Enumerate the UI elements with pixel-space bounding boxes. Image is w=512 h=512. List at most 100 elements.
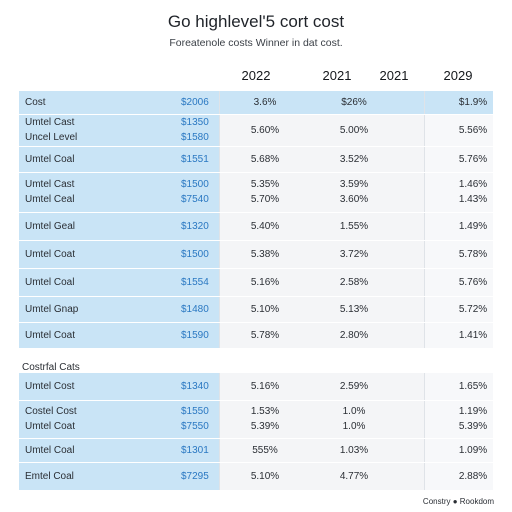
row-label: Cost (25, 96, 46, 108)
page-subtitle: Foreatenole costs Winner in dat cost. (169, 37, 343, 49)
row-label: Umtel Coat (25, 421, 76, 432)
row-price: $1590 (181, 329, 209, 341)
cell-bg (219, 297, 424, 322)
cell-bg (424, 213, 493, 240)
column-divider (424, 297, 425, 322)
table-row: Umtel Coal $1551 5.68% 3.52% 5.76% (19, 147, 493, 173)
table-row: Umtel Coat $1590 5.78% 2.80% 1.41% (19, 323, 493, 349)
row-price: $1500 (181, 179, 209, 190)
column-divider (424, 463, 425, 490)
percent-value: 2.59% (339, 380, 369, 392)
row-label: Umtel Geal (25, 220, 76, 232)
percent-value: 5.56% (458, 124, 488, 136)
row-label: Umtel Cost (25, 380, 75, 392)
row-price: $1301 (181, 444, 209, 456)
row-price: $1551 (181, 153, 209, 165)
table-row: Umtel Geal $1320 5.40% 1.55% 1.49% (19, 213, 493, 241)
percent-value: 5.40% (250, 220, 280, 232)
percent-value: 5.10% (250, 470, 280, 482)
percent-value: 1.43% (458, 194, 488, 205)
cell-bg (424, 91, 493, 114)
cell-bg (219, 241, 424, 268)
table-row: Umtel Coal $1554 5.16% 2.58% 5.76% (19, 269, 493, 297)
year-header: 2029 (443, 68, 473, 83)
cell-bg (424, 241, 493, 268)
table-row: Umtel Coat $1500 5.38% 3.72% 5.78% (19, 241, 493, 269)
percent-value: 2.80% (339, 329, 369, 341)
cell-bg (19, 463, 219, 490)
table-row: Umtel Gnap $1480 5.10% 5.13% 5.72% (19, 297, 493, 323)
table-row: Umtel Cost $1340 5.16% 2.59% 1.65% (19, 373, 493, 401)
cost-table: Cost $2006 3.6% $26% $1.9% Umtel Cast $1350 Unc… (19, 91, 493, 349)
cell-bg (424, 323, 493, 348)
cell-bg (219, 173, 424, 212)
column-divider (219, 297, 220, 322)
percent-value: 1.53% (250, 406, 280, 417)
cell-bg (424, 297, 493, 322)
percent-value: 1.46% (458, 179, 488, 190)
year-header: 2022 (241, 68, 271, 83)
row-price: $7550 (181, 421, 209, 432)
cell-bg (219, 147, 424, 172)
row-price: $7295 (181, 470, 209, 482)
column-divider (219, 463, 220, 490)
percent-value: 1.41% (458, 329, 488, 341)
row-price: $1554 (181, 276, 209, 288)
percent-value: 3.6% (253, 96, 277, 108)
column-divider (219, 401, 220, 438)
row-price: $1580 (181, 132, 209, 143)
column-divider (219, 323, 220, 348)
percent-value: 5.78% (250, 329, 280, 341)
year-header: 2021 (379, 68, 409, 83)
row-label: Umtel Coal (25, 153, 75, 165)
row-label: Umtel Coat (25, 329, 76, 341)
row-price: $1340 (181, 380, 209, 392)
column-divider (219, 147, 220, 172)
row-price: $2006 (181, 96, 209, 108)
column-divider (219, 241, 220, 268)
column-divider (219, 115, 220, 146)
cell-bg (219, 463, 424, 490)
cell-bg (219, 323, 424, 348)
cell-bg (19, 373, 219, 400)
percent-value: 3.52% (339, 153, 369, 165)
percent-value: 5.72% (458, 303, 488, 315)
percent-value: 5.76% (458, 276, 488, 288)
cell-bg (424, 401, 493, 438)
percent-value: 555% (252, 444, 278, 456)
row-price: $1480 (181, 303, 209, 315)
cell-bg (219, 373, 424, 400)
cell-bg (219, 91, 424, 114)
percent-value: 1.0% (342, 406, 366, 417)
percent-value: 1.09% (458, 444, 488, 456)
column-divider (424, 373, 425, 400)
column-divider (219, 439, 220, 462)
percent-value: 3.72% (339, 248, 369, 260)
percent-value: 5.68% (250, 153, 280, 165)
column-divider (424, 241, 425, 268)
percent-value: 4.77% (339, 470, 369, 482)
percent-value: 5.60% (250, 124, 280, 136)
row-price: $1320 (181, 220, 209, 232)
table-row: Emtel Coal $7295 5.10% 4.77% 2.88% (19, 463, 493, 491)
percent-value: 5.35% (250, 179, 280, 190)
table-row: Cost $2006 3.6% $26% $1.9% (19, 91, 493, 115)
table-row: Costel Cost $1550 Umtel Coat $7550 1.53% 5.39… (19, 401, 493, 439)
percent-value: 5.38% (250, 248, 280, 260)
percent-value: 3.60% (339, 194, 369, 205)
cell-bg (19, 147, 219, 172)
row-price: $1500 (181, 248, 209, 260)
page-title: Go highlevel'5 cort cost (167, 12, 345, 31)
cell-bg (424, 463, 493, 490)
percent-value: 1.49% (458, 220, 488, 232)
percent-value: 1.65% (458, 380, 488, 392)
column-divider (219, 173, 220, 212)
column-divider (219, 269, 220, 296)
column-divider (219, 373, 220, 400)
row-label: Umtel Coal (25, 444, 75, 456)
column-divider (424, 323, 425, 348)
percent-value: 5.39% (250, 421, 280, 432)
cell-bg (424, 269, 493, 296)
row-label: Uncel Level (25, 132, 78, 143)
column-divider (424, 213, 425, 240)
